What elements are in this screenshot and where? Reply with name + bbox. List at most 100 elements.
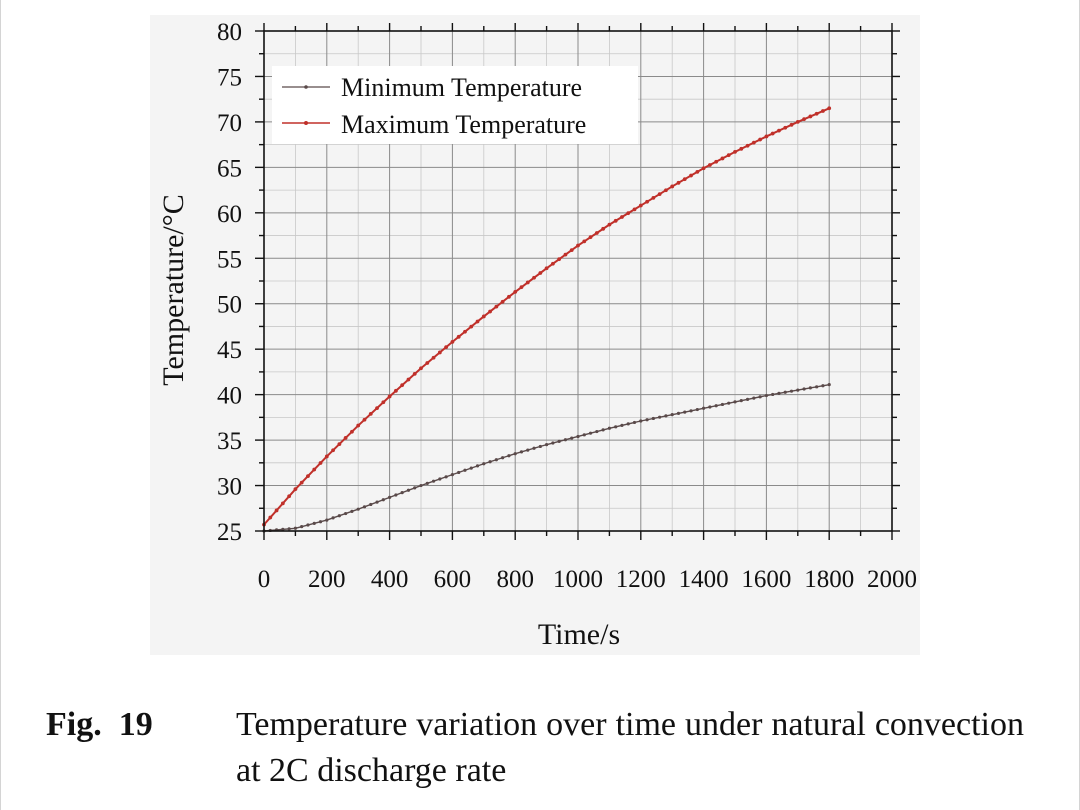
data-point-min [708,405,712,409]
data-point-max [299,480,304,485]
data-point-max [808,114,813,119]
data-point-max [676,180,681,185]
data-point-max [494,304,499,309]
x-tick-label: 800 [496,566,534,593]
data-point-max [607,222,612,227]
data-point-min [714,404,718,408]
data-point-max [783,125,788,130]
x-tick-label: 0 [258,566,271,593]
data-point-max [513,290,518,294]
data-point-max [274,508,279,513]
data-point-min [821,384,825,388]
data-point-max [488,309,492,314]
data-point-max [538,271,543,275]
data-point-max [544,266,549,271]
data-point-min [557,439,561,443]
data-point-min [519,450,524,454]
data-point-max [802,117,806,122]
data-point-max [406,377,411,382]
data-point-min [689,409,693,413]
data-point-min [337,514,341,518]
data-point-min [293,526,297,530]
data-point-max [695,170,700,174]
data-point-max [651,196,656,200]
data-point-max [425,361,430,365]
data-point-min [676,411,681,415]
legend-marker-max [304,121,308,125]
data-point-min [406,488,411,492]
data-point-min [362,505,367,509]
data-point-min [658,415,662,419]
data-point-max [758,137,763,142]
data-point-min [620,423,624,427]
data-point-max [350,429,354,434]
data-point-min [318,520,323,524]
data-point-max [463,329,467,334]
data-point-max [569,248,574,252]
y-tick-label: 75 [217,64,242,91]
data-point-min [312,521,316,525]
x-tick-label: 1400 [679,566,729,593]
data-point-min [702,406,706,410]
data-point-min [369,502,373,507]
data-point-max [280,501,285,506]
x-axis-title: Time/s [538,618,620,651]
data-point-max [588,235,593,240]
data-point-min [507,454,511,458]
legend: Minimum Temperature Maximum Temperature [272,66,638,144]
data-point-max [664,188,668,193]
data-point-min [563,438,568,442]
data-point-max [626,211,631,216]
data-point-min [670,413,674,417]
data-point-min [375,500,379,504]
data-point-max [431,355,436,360]
data-point-min [532,446,536,450]
data-point-min [457,470,461,475]
data-point-max [751,140,756,145]
data-point-min [538,444,542,449]
data-point-min [281,527,285,531]
x-tick-label: 1200 [616,566,666,593]
data-point-max [507,294,511,299]
data-point-max [500,299,505,304]
data-point-min [469,466,473,470]
legend-label-min: Minimum Temperature [341,73,582,102]
data-point-max [814,111,819,116]
x-tick-label: 400 [371,566,409,593]
series-layer [262,106,832,533]
data-point-min [444,475,448,479]
data-point-max [287,494,292,499]
data-point-min [808,386,812,390]
data-point-min [771,392,775,397]
data-point-min [356,507,360,511]
data-point-min [601,428,605,432]
data-point-min [632,420,637,425]
data-point-max [356,423,361,428]
data-point-max [789,122,794,127]
data-point-max [324,454,329,459]
data-point-max [557,257,562,262]
data-point-max [400,383,405,388]
data-point-min [425,481,429,485]
data-point-max [670,184,675,189]
data-point-min [796,388,800,392]
data-point-min [287,527,291,531]
data-point-max [331,448,335,453]
data-point-max [601,226,606,231]
data-point-min [720,402,725,407]
data-point-max [306,474,310,478]
data-point-min [664,414,668,418]
data-point-min [789,389,794,393]
data-point-max [419,366,423,371]
data-point-min [463,468,467,472]
x-tick-label: 2000 [867,566,917,593]
data-point-max [268,515,273,520]
legend-box [272,66,638,144]
data-point-max [777,128,781,133]
data-point-min [482,462,486,466]
y-tick-label: 40 [217,383,242,410]
x-tick-label: 1600 [741,566,791,593]
legend-marker-min [304,85,308,89]
data-point-max [481,314,486,319]
data-point-min [595,429,599,434]
